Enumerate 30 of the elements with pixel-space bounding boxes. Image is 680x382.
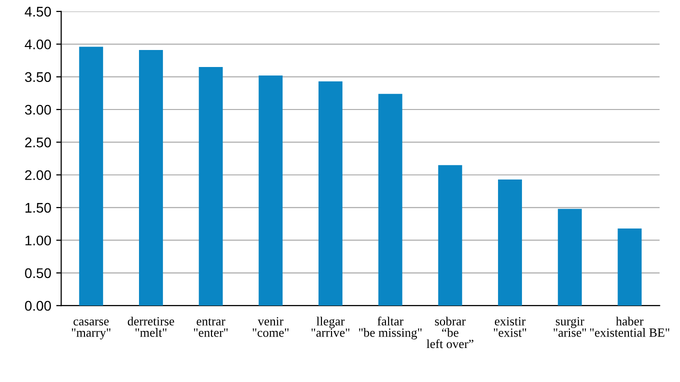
y-tick-label: 1.50 [26,202,51,213]
y-tick-label: 3.50 [24,72,51,82]
x-tick-label: derretirse "melt" [128,316,174,337]
bar [498,179,522,306]
x-tick-label: haber "existential BE" [590,316,670,337]
x-tick-label: surgir "arise" [554,317,586,337]
x-tick-label: existir "exist" [494,317,526,337]
y-tick-label: 0.00 [24,300,51,311]
x-tick-label: venir "come" [252,317,288,337]
y-tick-label: 0.50 [24,268,51,278]
bar [318,81,342,306]
y-tick-label: 2.50 [25,138,51,148]
y-tick-label: 4.00 [24,39,51,50]
x-tick-label: sobrar “be left over” [426,316,474,348]
bar [438,165,462,306]
y-tick-label: 2.00 [25,170,51,180]
x-tick-label: faltar "be missing" [359,316,422,340]
bar [618,228,642,306]
y-tick-label: 3.00 [24,104,51,115]
y-tick-label: 4.50 [24,6,51,17]
bar [138,50,163,306]
bar [198,67,223,306]
bar [79,46,104,306]
bar [258,76,283,306]
y-tick-label: 1.00 [26,236,51,246]
bar [558,208,582,306]
bar [378,94,402,306]
x-tick-label: entrar "enter" [194,318,228,337]
x-tick-label: llegar "arrive" [312,316,350,337]
x-tick-label: casarse "marry" [72,319,110,340]
